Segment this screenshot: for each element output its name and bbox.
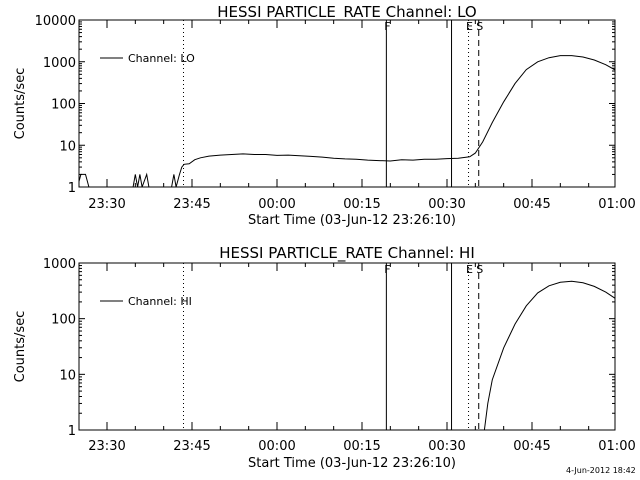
chart-1-x-tick-label: 00:15 xyxy=(343,197,380,212)
chart-2-x-tick-label: 00:45 xyxy=(513,439,550,454)
chart-2-event-label: S xyxy=(476,263,483,276)
chart-2-y-tick-label: 100 xyxy=(51,313,76,328)
chart-2-x-tick-label: 01:00 xyxy=(598,439,635,454)
panel-hi: HESSI PARTICLE_RATE Channel: HI 1 10 100 100… xyxy=(13,244,636,471)
chart-2-y-tick-label: 1000 xyxy=(43,257,76,272)
chart-2-x-tick-label: 00:15 xyxy=(343,439,380,454)
chart-1-y-tick-label: 1000 xyxy=(43,56,76,71)
chart-1-x-tick-label: 00:30 xyxy=(428,197,465,212)
chart-2-x-tick-label: 00:00 xyxy=(258,439,295,454)
chart-1-x-tick-label: 23:45 xyxy=(173,197,210,212)
chart-2-x-axis-label: Start Time (03-Jun-12 23:26:10) xyxy=(248,456,456,471)
chart-2-x-tick-label: 23:30 xyxy=(88,439,125,454)
chart-2-legend-label: Channel: HI xyxy=(128,295,192,308)
chart-1-plot-frame xyxy=(78,19,616,188)
panel-lo: HESSI PARTICLE_RATE Channel: LO 1 10 100 100… xyxy=(13,3,636,228)
chart-2-event-label: F xyxy=(384,263,390,276)
chart-2-plot-frame xyxy=(78,262,616,431)
chart-2-event-label: E xyxy=(466,263,473,276)
chart-2-series-line xyxy=(483,280,615,430)
chart-1-x-tick-label: 01:00 xyxy=(598,197,635,212)
chart-1-y-tick-label: 10000 xyxy=(35,14,76,29)
chart-1-event-label: E xyxy=(466,20,473,33)
chart-1-x-axis-label: Start Time (03-Jun-12 23:26:10) xyxy=(248,213,456,228)
chart-1-y-tick-label: 1 xyxy=(68,181,76,196)
footer-timestamp: 4-Jun-2012 18:42 xyxy=(566,466,636,475)
chart-1-series-line xyxy=(79,55,615,187)
chart-1-x-tick-label: 00:00 xyxy=(258,197,295,212)
chart-2-y-tick-label: 1 xyxy=(68,424,76,439)
chart-1-y-axis-label: Counts/sec xyxy=(13,68,28,140)
chart-2-y-tick-label: 10 xyxy=(59,368,76,383)
chart-1-y-tick-label: 10 xyxy=(59,139,76,154)
chart-1-event-label: F xyxy=(384,20,390,33)
chart-1-event-label: S xyxy=(476,20,483,33)
chart-1-x-tick-label: 23:30 xyxy=(88,197,125,212)
chart-2-y-axis-label: Counts/sec xyxy=(13,311,28,383)
chart-1-title: HESSI PARTICLE_RATE Channel: LO xyxy=(217,3,476,22)
chart-1-y-tick-label: 100 xyxy=(51,98,76,113)
chart-2-x-tick-label: 23:45 xyxy=(173,439,210,454)
chart-2-x-tick-label: 00:30 xyxy=(428,439,465,454)
chart-1-legend-label: Channel: LO xyxy=(128,52,195,65)
chart-2-title: HESSI PARTICLE_RATE Channel: HI xyxy=(219,244,475,263)
chart-1-x-tick-label: 00:45 xyxy=(513,197,550,212)
